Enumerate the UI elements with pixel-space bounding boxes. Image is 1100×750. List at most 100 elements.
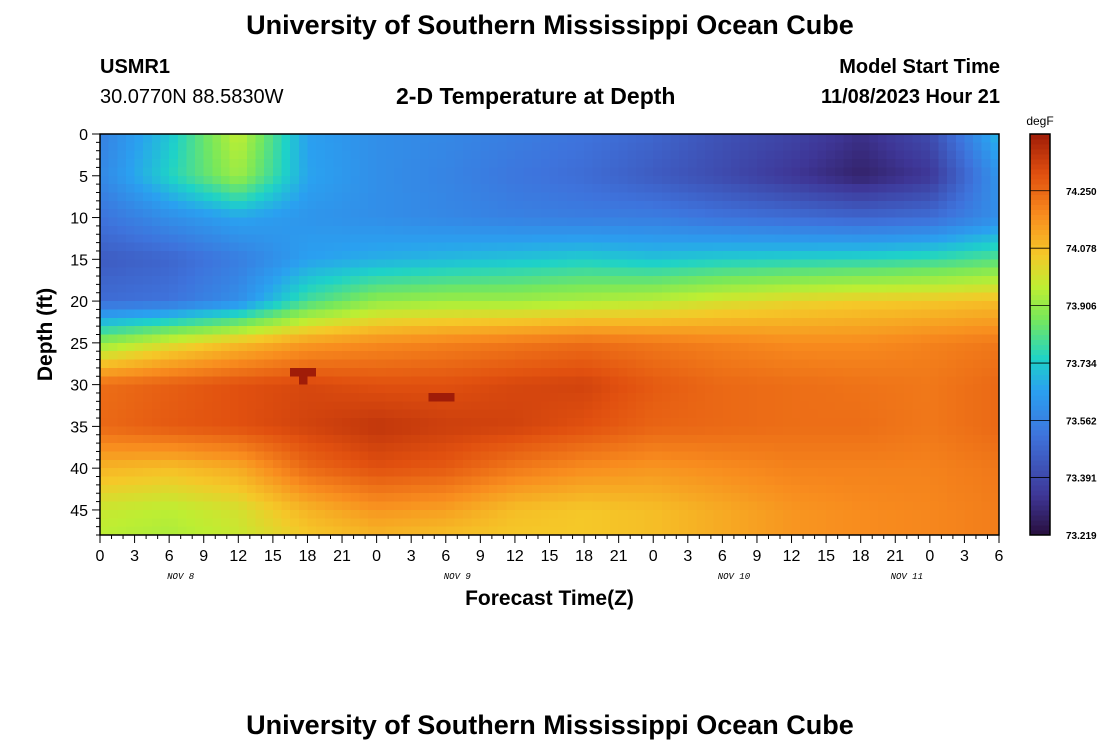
heatmap-cell bbox=[973, 509, 983, 519]
heatmap-cell bbox=[359, 359, 369, 369]
heatmap-cell bbox=[635, 518, 646, 528]
heatmap-cell bbox=[618, 200, 628, 210]
heatmap-cell bbox=[523, 451, 533, 461]
heatmap-cell bbox=[428, 367, 438, 377]
heatmap-cell bbox=[445, 426, 456, 436]
heatmap-cell bbox=[497, 292, 507, 302]
heatmap-cell bbox=[333, 476, 343, 486]
heatmap-cell bbox=[808, 150, 819, 160]
heatmap-cell bbox=[342, 317, 352, 327]
heatmap-cell bbox=[774, 259, 784, 269]
heatmap-cell bbox=[411, 409, 421, 419]
heatmap-cell bbox=[929, 509, 940, 519]
heatmap-cell bbox=[627, 409, 637, 419]
heatmap-cell bbox=[601, 167, 611, 177]
heatmap-cell bbox=[877, 326, 888, 336]
heatmap-cell bbox=[454, 334, 464, 344]
heatmap-cell bbox=[160, 459, 170, 469]
heatmap-cell bbox=[938, 209, 948, 219]
heatmap-cell bbox=[843, 367, 853, 377]
heatmap-cell bbox=[186, 351, 196, 361]
heatmap-cell bbox=[610, 134, 620, 143]
heatmap-cell bbox=[661, 217, 672, 227]
heatmap-cell bbox=[929, 200, 940, 210]
heatmap-cell bbox=[722, 326, 732, 336]
heatmap-cell bbox=[454, 250, 464, 260]
heatmap-cell bbox=[125, 468, 136, 478]
heatmap-cell bbox=[471, 484, 481, 494]
heatmap-cell bbox=[687, 317, 698, 327]
heatmap-cell bbox=[290, 217, 300, 227]
heatmap-cell bbox=[290, 476, 300, 486]
heatmap-cell bbox=[955, 292, 966, 302]
heatmap-cell bbox=[644, 418, 654, 427]
heatmap-cell bbox=[575, 342, 585, 352]
heatmap-cell bbox=[402, 351, 412, 361]
heatmap-cell bbox=[653, 342, 663, 352]
heatmap-cell bbox=[886, 476, 896, 486]
heatmap-cell bbox=[385, 250, 395, 260]
heatmap-cell bbox=[169, 392, 179, 402]
heatmap-cell bbox=[272, 401, 283, 411]
heatmap-cell bbox=[653, 200, 663, 210]
heatmap-cell bbox=[212, 351, 222, 361]
heatmap-cell bbox=[627, 426, 637, 436]
heatmap-cell bbox=[488, 459, 499, 469]
heatmap-cell bbox=[402, 376, 412, 386]
heatmap-cell bbox=[895, 317, 905, 327]
heatmap-cell bbox=[981, 192, 991, 202]
heatmap-cell bbox=[601, 134, 611, 143]
heatmap-cell bbox=[817, 451, 827, 461]
heatmap-cell bbox=[428, 134, 438, 143]
heatmap-cell bbox=[212, 267, 222, 277]
heatmap-cell bbox=[800, 351, 810, 361]
heatmap-cell bbox=[506, 309, 516, 319]
heatmap-cell bbox=[488, 209, 499, 219]
heatmap-cell bbox=[601, 526, 611, 536]
heatmap-cell bbox=[869, 209, 879, 219]
heatmap-cell bbox=[454, 301, 464, 311]
heatmap-cell bbox=[895, 526, 905, 536]
heatmap-cell bbox=[298, 167, 309, 177]
heatmap-cell bbox=[307, 284, 317, 294]
heatmap-cell bbox=[903, 301, 914, 311]
heatmap-cell bbox=[748, 443, 758, 453]
heatmap-cell bbox=[955, 376, 966, 386]
heatmap-cell bbox=[402, 317, 412, 327]
heatmap-cell bbox=[298, 317, 309, 327]
heatmap-cell bbox=[748, 418, 758, 427]
heatmap-cell bbox=[246, 434, 257, 444]
heatmap-cell bbox=[186, 468, 196, 478]
heatmap-cell bbox=[584, 175, 594, 185]
heatmap-cell bbox=[333, 250, 343, 260]
heatmap-cell bbox=[592, 217, 602, 227]
heatmap-cell bbox=[393, 518, 404, 528]
heatmap-cell bbox=[748, 451, 758, 461]
heatmap-cell bbox=[938, 309, 948, 319]
heatmap-cell bbox=[782, 225, 793, 235]
heatmap-cell bbox=[687, 468, 698, 478]
heatmap-cell bbox=[151, 200, 162, 210]
heatmap-cell bbox=[869, 292, 879, 302]
heatmap-cell bbox=[722, 209, 732, 219]
heatmap-cell bbox=[886, 175, 896, 185]
heatmap-cell bbox=[281, 342, 291, 352]
heatmap-cell bbox=[990, 225, 1000, 235]
heatmap-cell bbox=[177, 301, 188, 311]
heatmap-cell bbox=[506, 250, 516, 260]
heatmap-cell bbox=[947, 167, 957, 177]
heatmap-cell bbox=[575, 234, 585, 244]
heatmap-cell bbox=[376, 301, 386, 311]
heatmap-cell bbox=[549, 367, 559, 377]
heatmap-cell bbox=[385, 217, 395, 227]
heatmap-cell bbox=[316, 267, 326, 277]
heatmap-cell bbox=[722, 267, 732, 277]
heatmap-cell bbox=[705, 234, 715, 244]
heatmap-cell bbox=[696, 367, 706, 377]
heatmap-cell bbox=[627, 159, 637, 169]
heatmap-cell bbox=[488, 367, 499, 377]
heatmap-cell bbox=[229, 150, 239, 160]
heatmap-cell bbox=[817, 326, 827, 336]
heatmap-cell bbox=[843, 501, 853, 511]
heatmap-cell bbox=[921, 501, 931, 511]
